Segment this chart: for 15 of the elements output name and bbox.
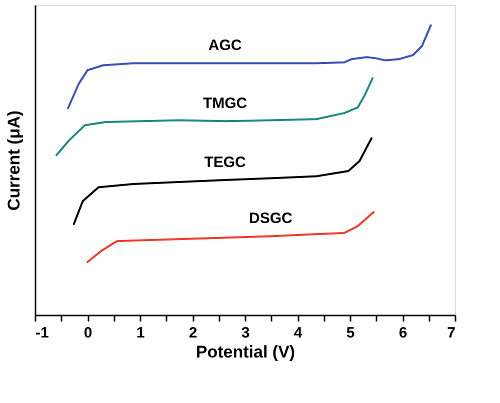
x-axis-title: Potential (V) [196, 342, 296, 362]
x-tick-label: 4 [294, 324, 303, 342]
series-label: TMGC [202, 95, 248, 112]
series-label: DSGC [249, 210, 293, 228]
series-label: AGC [208, 37, 242, 54]
x-tick-label: -1 [36, 324, 49, 342]
x-tick-label: 1 [136, 324, 145, 342]
x-tick-label: 0 [84, 324, 92, 342]
x-tick-label: 2 [188, 324, 198, 342]
x-tick-label: 5 [346, 324, 355, 342]
x-tick-label: 6 [398, 324, 408, 342]
x-tick-label: 3 [241, 324, 250, 342]
x-tick-label: 7 [447, 324, 456, 342]
series-label: TEGC [204, 154, 246, 171]
y-axis-title: Current (μA) [4, 110, 24, 211]
